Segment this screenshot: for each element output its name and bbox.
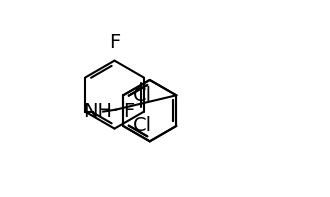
Text: F: F bbox=[123, 102, 134, 121]
Text: F: F bbox=[109, 33, 120, 52]
Text: Cl: Cl bbox=[133, 86, 152, 105]
Text: NH: NH bbox=[83, 102, 112, 121]
Text: Cl: Cl bbox=[133, 116, 152, 136]
